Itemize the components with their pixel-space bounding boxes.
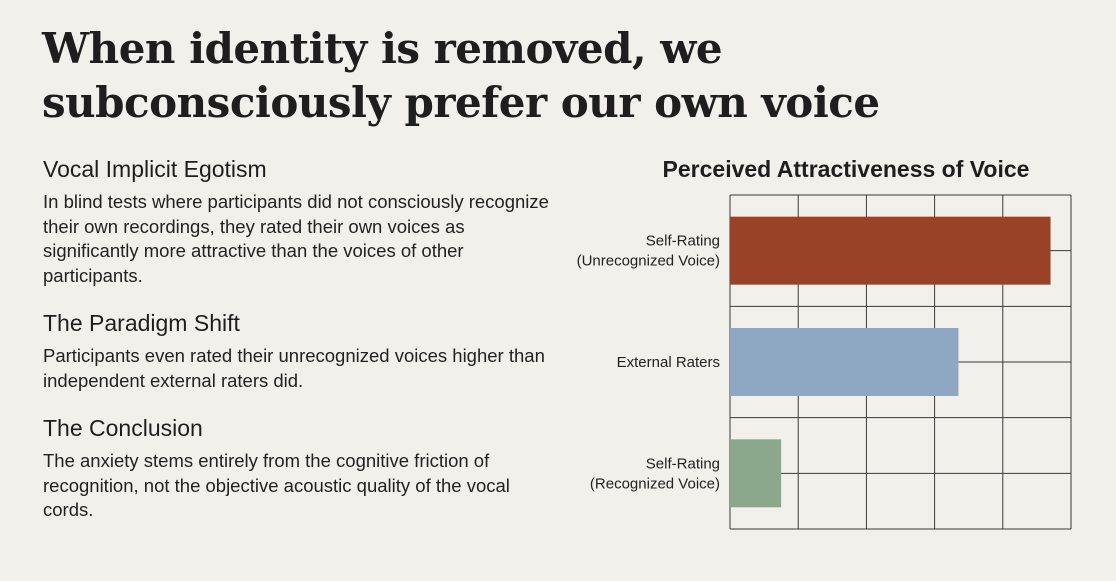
chart-bars	[730, 216, 1051, 508]
section-heading: The Conclusion	[43, 415, 203, 441]
section-body: Participants even rated their unrecogniz…	[43, 345, 545, 391]
bar-chart: Self-Rating (Unrecognized Voice) External …	[577, 194, 1072, 530]
section-conclusion: The Conclusion The anxiety stems entirel…	[43, 413, 563, 523]
category-label-line: (Recognized Voice)	[590, 475, 720, 492]
section-heading: Vocal Implicit Egotism	[43, 156, 267, 182]
bar-0	[730, 216, 1051, 285]
bar-2	[730, 439, 782, 508]
section-body: The anxiety stems entirely from the cogn…	[43, 450, 510, 520]
category-label-line: Self-Rating	[646, 455, 720, 472]
category-label-line: Self-Rating	[646, 233, 720, 250]
category-label: Self-Rating (Unrecognized Voice)	[577, 233, 720, 270]
chart-title: Perceived Attractiveness of Voice	[662, 156, 1030, 182]
section-vocal-implicit-egotism: Vocal Implicit Egotism In blind tests wh…	[43, 154, 563, 288]
section-paradigm-shift: The Paradigm Shift Participants even rat…	[43, 308, 563, 393]
text-column: Vocal Implicit Egotism In blind tests wh…	[43, 154, 563, 543]
category-labels: Self-Rating (Unrecognized Voice) External …	[577, 233, 720, 493]
section-body: In blind tests where participants did no…	[43, 191, 549, 286]
category-label: Self-Rating (Recognized Voice)	[590, 455, 720, 492]
headline: When identity is removed, we subconsciou…	[42, 24, 880, 127]
category-label-line: (Unrecognized Voice)	[577, 253, 720, 270]
bar-1	[730, 328, 959, 396]
category-label: External Raters	[617, 354, 720, 371]
category-label-line: External Raters	[617, 354, 720, 371]
section-heading: The Paradigm Shift	[43, 310, 240, 336]
